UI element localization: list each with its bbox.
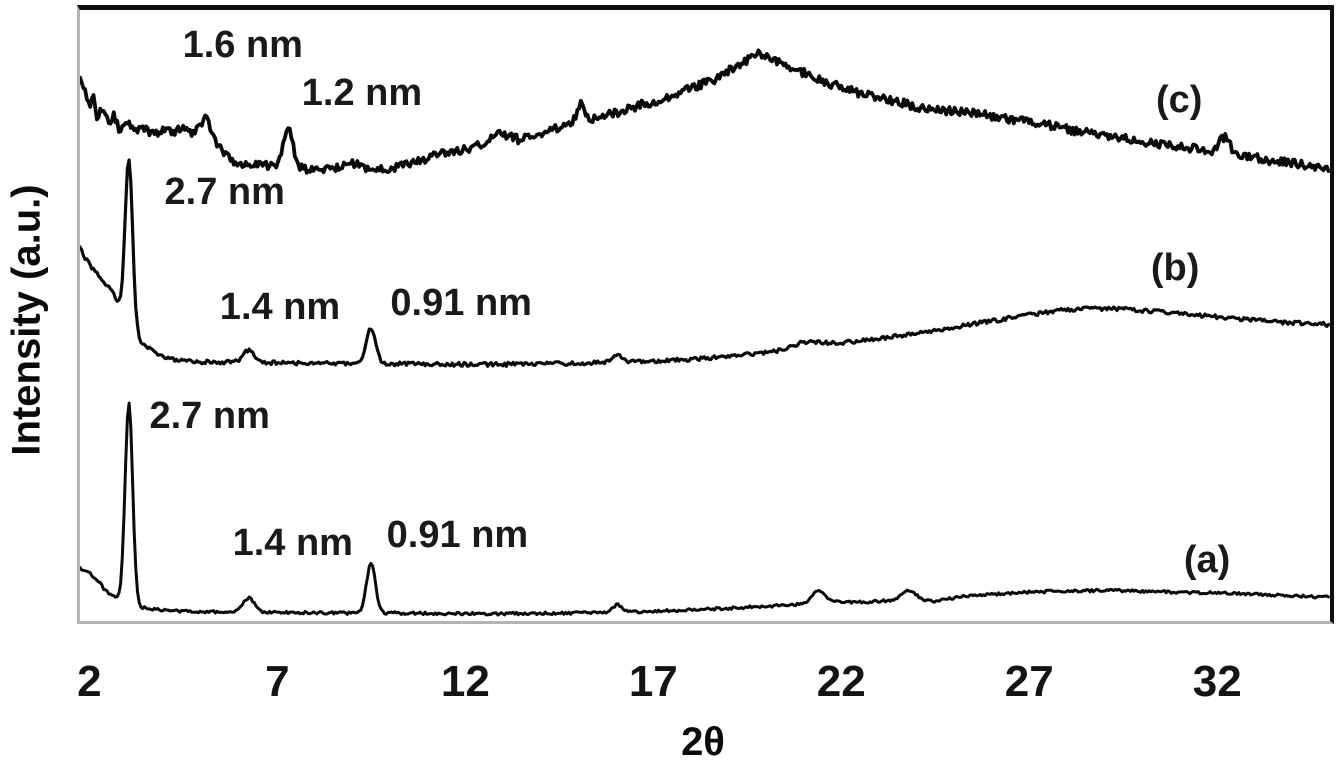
x-tick-label: 2 [77, 657, 102, 706]
x-axis-title: 2θ [681, 720, 725, 764]
x-tick-label: 7 [265, 657, 290, 706]
series-label: (a) [1183, 538, 1231, 581]
peak-d-spacing-label: 1.2 nm [301, 72, 423, 115]
series-label: (b) [1150, 246, 1200, 289]
peak-d-spacing-label: 0.91 nm [390, 282, 532, 325]
xrd-curve-a [80, 401, 1330, 617]
peak-d-spacing-label: 1.6 nm [182, 23, 303, 66]
plot-area [77, 5, 1334, 624]
peak-d-spacing-label: 2.7 nm [149, 394, 270, 437]
peak-d-spacing-label: 1.4 nm [232, 521, 353, 564]
y-axis-label: Intensity (a.u.) [4, 184, 49, 456]
x-tick-label: 32 [1192, 657, 1242, 706]
peak-d-spacing-label: 2.7 nm [164, 171, 285, 214]
peak-d-spacing-label: 1.4 nm [219, 285, 341, 328]
series-label: (c) [1156, 78, 1203, 121]
x-tick-label: 12 [440, 657, 490, 706]
x-tick-label: 17 [628, 657, 678, 706]
xrd-curve-b [80, 158, 1330, 368]
x-tick-label: 22 [816, 657, 866, 706]
x-tick-label: 27 [1004, 657, 1054, 706]
peak-d-spacing-label: 0.91 nm [386, 513, 529, 556]
xrd-plot-canvas [80, 48, 1330, 617]
xrd-curve-c [80, 48, 1330, 175]
